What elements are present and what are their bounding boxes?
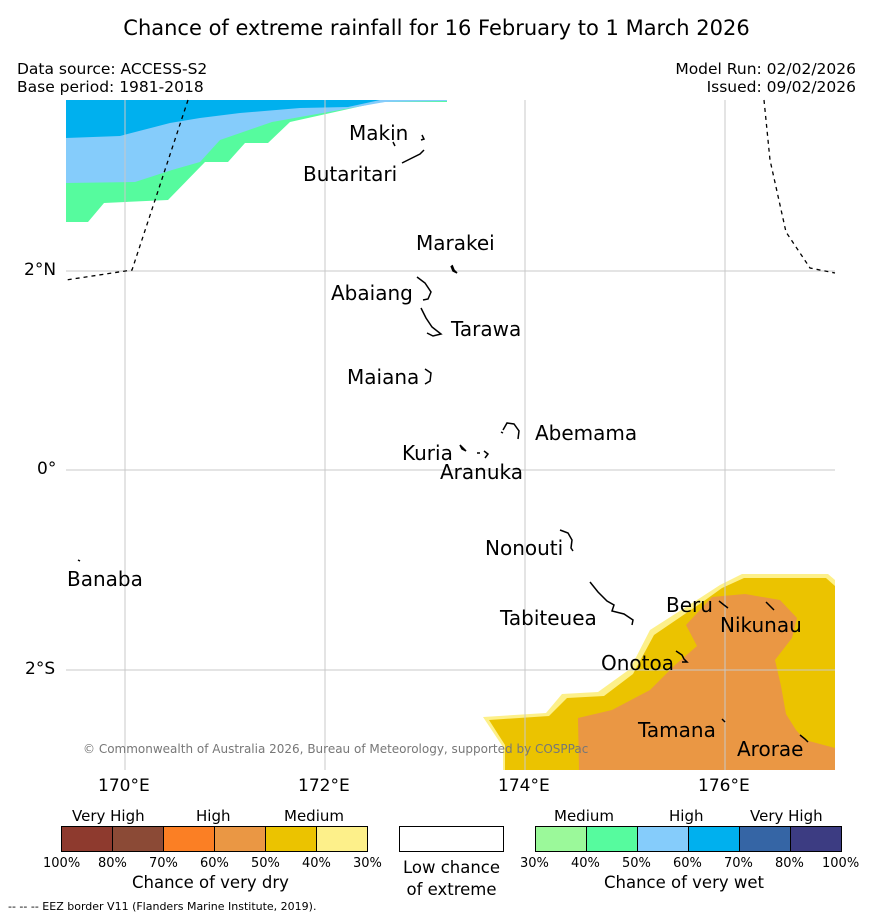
- wet-tick-80: 80%: [775, 856, 804, 871]
- label-abemama: Abemama: [535, 421, 638, 445]
- wet-swatch-1: [586, 826, 638, 852]
- label-tabiteuea: Tabiteuea: [500, 606, 597, 630]
- island-outlines: [77, 134, 809, 743]
- makin-island: [420, 134, 426, 141]
- eez-footnote: -- -- -- EEZ border V11 (Flanders Marine…: [8, 900, 317, 913]
- wet-cat-medium: Medium: [554, 807, 614, 825]
- label-marakei: Marakei: [416, 231, 495, 255]
- nikunau-island: [765, 601, 775, 611]
- label-kuria: Kuria: [402, 441, 453, 465]
- marakei-island: [450, 264, 458, 274]
- dry-tick-30: 30%: [353, 856, 382, 871]
- dry-swatch-0: [61, 826, 113, 852]
- label-banaba: Banaba: [67, 567, 143, 591]
- lat-label-2s: 2°S: [25, 659, 56, 679]
- copyright-notice: © Commonwealth of Australia 2026, Bureau…: [83, 742, 589, 756]
- wet-legend-label: Chance of very wet: [604, 873, 764, 892]
- butaritari-island: [392, 141, 425, 164]
- dry-swatch-3: [214, 826, 266, 852]
- nonouti-island: [559, 529, 574, 552]
- label-butaritari: Butaritari: [303, 162, 398, 186]
- lon-label-176e: 176°E: [698, 776, 750, 796]
- abemama-island: [500, 422, 520, 440]
- aranuka-island: [477, 450, 490, 459]
- eez-border: [65, 99, 836, 281]
- data-source: Data source: ACCESS-S2: [17, 60, 208, 78]
- onotoa-island: [675, 650, 689, 663]
- dry-cat-medium: Medium: [284, 807, 344, 825]
- model-run: Model Run: 02/02/2026: [675, 60, 856, 78]
- dry-high-region: [578, 594, 835, 770]
- label-maiana: Maiana: [347, 365, 420, 389]
- arorae-island: [799, 734, 809, 743]
- lon-label-174e: 174°E: [498, 776, 550, 796]
- map-title: Chance of extreme rainfall for 16 Februa…: [123, 16, 750, 40]
- dry-swatch-2: [163, 826, 215, 852]
- wet-swatch-0: [535, 826, 587, 852]
- dry-legend-label: Chance of very dry: [132, 873, 289, 892]
- beru-island: [718, 600, 729, 609]
- wet-cat-very-high: Very High: [750, 807, 823, 825]
- dry-tick-70: 70%: [149, 856, 178, 871]
- low-chance-line1: Low chance: [402, 858, 501, 877]
- tarawa-island: [420, 307, 443, 337]
- dry-tick-50: 50%: [251, 856, 280, 871]
- probability-fields: [66, 100, 835, 770]
- dry-tick-80: 80%: [98, 856, 127, 871]
- wet-cat-high: High: [669, 807, 704, 825]
- dry-cat-high: High: [196, 807, 231, 825]
- dry-tick-100: 100%: [43, 856, 81, 871]
- wet-tick-40: 40%: [571, 856, 600, 871]
- label-nonouti: Nonouti: [485, 536, 564, 560]
- dry-tick-40: 40%: [302, 856, 331, 871]
- low-chance-swatch: [399, 826, 504, 852]
- wet-tick-70: 70%: [724, 856, 753, 871]
- dry-tick-60: 60%: [200, 856, 229, 871]
- gridlines: [66, 100, 835, 770]
- lat-label-2n: 2°N: [24, 260, 57, 280]
- dry-swatch-1: [112, 826, 164, 852]
- label-arorae: Arorae: [737, 737, 804, 761]
- issued-date: Issued: 09/02/2026: [706, 78, 856, 96]
- tamana-island: [721, 718, 726, 723]
- kuria-island: [459, 444, 467, 452]
- low-chance-line2: of extreme: [406, 880, 497, 899]
- wet-swatch-2: [637, 826, 689, 852]
- label-aranuka: Aranuka: [440, 460, 523, 484]
- wet-swatch-4: [739, 826, 791, 852]
- label-onotoa: Onotoa: [601, 651, 674, 675]
- wet-tick-60: 60%: [673, 856, 702, 871]
- base-period: Base period: 1981-2018: [17, 78, 204, 96]
- dry-swatch-5: [316, 826, 368, 852]
- wet-very-high-region: [66, 100, 380, 138]
- maiana-island: [424, 368, 432, 385]
- label-makin: Makin: [349, 121, 409, 145]
- wet-swatch-5: [790, 826, 842, 852]
- banaba-island: [77, 559, 81, 562]
- label-nikunau: Nikunau: [720, 613, 802, 637]
- label-tamana: Tamana: [638, 718, 716, 742]
- abaiang-island: [416, 276, 432, 301]
- dry-swatch-4: [265, 826, 317, 852]
- wet-tick-100: 100%: [822, 856, 860, 871]
- tabiteuea-island: [589, 581, 634, 626]
- label-tarawa: Tarawa: [451, 317, 522, 341]
- lon-label-172e: 172°E: [298, 776, 350, 796]
- label-abaiang: Abaiang: [331, 281, 413, 305]
- wet-tick-50: 50%: [622, 856, 651, 871]
- label-beru: Beru: [666, 593, 713, 617]
- wet-swatch-3: [688, 826, 740, 852]
- wet-tick-30: 30%: [520, 856, 549, 871]
- dry-cat-very-high: Very High: [72, 807, 145, 825]
- lon-label-170e: 170°E: [98, 776, 150, 796]
- lat-label-0: 0°: [37, 459, 57, 479]
